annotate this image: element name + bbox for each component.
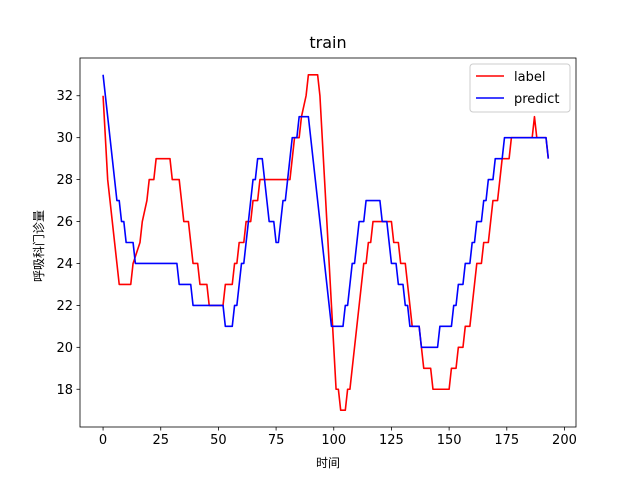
legend-label-predict: predict bbox=[514, 92, 559, 107]
y-tick-label: 20 bbox=[56, 341, 73, 356]
x-tick-label: 200 bbox=[552, 433, 577, 448]
y-tick-label: 30 bbox=[56, 131, 73, 146]
legend: label predict bbox=[469, 63, 571, 113]
x-tick-label: 175 bbox=[494, 433, 519, 448]
x-tick-label: 50 bbox=[210, 433, 227, 448]
x-tick-label: 150 bbox=[437, 433, 462, 448]
series-line-label bbox=[102, 73, 550, 412]
chart-title: train bbox=[309, 33, 346, 52]
x-axis-label: 时间 bbox=[316, 456, 340, 470]
x-tick-label: 125 bbox=[379, 433, 404, 448]
legend-label-label: label bbox=[514, 70, 545, 85]
series-line-predict bbox=[102, 74, 550, 349]
axes-frame bbox=[79, 57, 577, 428]
y-tick-label: 22 bbox=[56, 299, 73, 314]
y-tick-label: 18 bbox=[56, 383, 73, 398]
plot-area bbox=[102, 73, 550, 412]
x-tick-label: 75 bbox=[268, 433, 285, 448]
x-tick-label: 100 bbox=[321, 433, 346, 448]
y-tick-label: 24 bbox=[56, 257, 73, 272]
y-tick-label: 26 bbox=[56, 215, 73, 230]
axes: 0 25 50 75 100 125 150 175 200 18 20 22 24 26 28 30 32 bbox=[56, 57, 577, 448]
y-tick-label: 28 bbox=[56, 173, 73, 188]
x-tick-label: 25 bbox=[152, 433, 169, 448]
y-axis-label: 呼吸科门诊量 bbox=[31, 210, 46, 282]
x-tick-label: 0 bbox=[99, 433, 107, 448]
y-tick-label: 32 bbox=[56, 89, 73, 104]
